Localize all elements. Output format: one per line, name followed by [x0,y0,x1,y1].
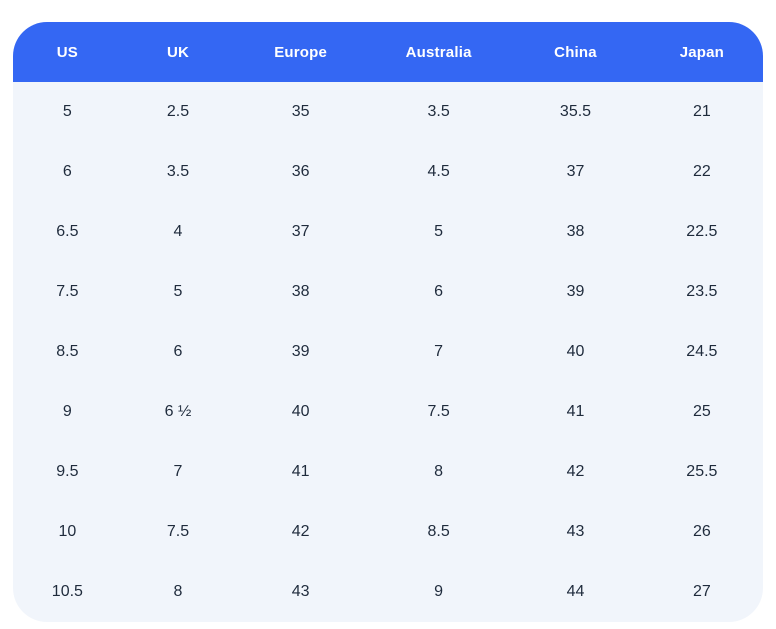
table-cell: 7.5 [367,382,511,442]
column-header-australia: Australia [367,22,511,82]
table-cell: 39 [510,262,641,322]
table-cell: 5 [13,82,122,142]
table-row: 10 7.5 42 8.5 43 26 [13,502,763,562]
table-cell: 3.5 [121,142,235,202]
table-cell: 8 [367,442,511,502]
table-cell: 25 [640,382,763,442]
table-cell: 6 ½ [121,382,235,442]
table-cell: 5 [367,202,511,262]
table-cell: 2.5 [121,82,235,142]
table-row: 7.5 5 38 6 39 23.5 [13,262,763,322]
table-row: 9.5 7 41 8 42 25.5 [13,442,763,502]
table-cell: 6 [367,262,511,322]
table-row: 6.5 4 37 5 38 22.5 [13,202,763,262]
table-body: 5 2.5 35 3.5 35.5 21 6 3.5 36 4.5 37 22 … [13,82,763,622]
table-cell: 10 [13,502,122,562]
table-cell: 41 [234,442,367,502]
table-cell: 39 [234,322,367,382]
column-header-uk: UK [121,22,235,82]
column-header-japan: Japan [640,22,763,82]
table-cell: 23.5 [640,262,763,322]
table-cell: 6.5 [13,202,122,262]
table-cell: 42 [234,502,367,562]
column-header-us: US [13,22,122,82]
table-cell: 9 [367,562,511,622]
table-cell: 8.5 [367,502,511,562]
table-cell: 21 [640,82,763,142]
table-cell: 8.5 [13,322,122,382]
table-cell: 37 [510,142,641,202]
table-cell: 35 [234,82,367,142]
table-cell: 7.5 [13,262,122,322]
table-cell: 41 [510,382,641,442]
table-cell: 38 [510,202,641,262]
table-header-row: US UK Europe Australia China Japan [13,22,763,82]
table-cell: 5 [121,262,235,322]
table-cell: 22.5 [640,202,763,262]
table-header: US UK Europe Australia China Japan [13,22,763,82]
table-cell: 9.5 [13,442,122,502]
table-cell: 24.5 [640,322,763,382]
table-cell: 7 [367,322,511,382]
table-cell: 3.5 [367,82,511,142]
table-cell: 43 [510,502,641,562]
table-row: 6 3.5 36 4.5 37 22 [13,142,763,202]
table-cell: 8 [121,562,235,622]
table-cell: 10.5 [13,562,122,622]
table-cell: 35.5 [510,82,641,142]
table-cell: 25.5 [640,442,763,502]
size-conversion-table: US UK Europe Australia China Japan 5 2.5… [13,22,763,622]
table-cell: 40 [234,382,367,442]
table-cell: 7.5 [121,502,235,562]
table-cell: 6 [121,322,235,382]
table-cell: 38 [234,262,367,322]
column-header-china: China [510,22,641,82]
table-cell: 9 [13,382,122,442]
table-cell: 37 [234,202,367,262]
table-row: 10.5 8 43 9 44 27 [13,562,763,622]
table-cell: 26 [640,502,763,562]
table-cell: 4.5 [367,142,511,202]
table-cell: 40 [510,322,641,382]
table-cell: 42 [510,442,641,502]
table-cell: 22 [640,142,763,202]
table-cell: 27 [640,562,763,622]
table-row: 8.5 6 39 7 40 24.5 [13,322,763,382]
table-cell: 36 [234,142,367,202]
table-cell: 43 [234,562,367,622]
table-cell: 6 [13,142,122,202]
table-row: 5 2.5 35 3.5 35.5 21 [13,82,763,142]
table-cell: 4 [121,202,235,262]
table-cell: 7 [121,442,235,502]
table-row: 9 6 ½ 40 7.5 41 25 [13,382,763,442]
size-conversion-table-card: US UK Europe Australia China Japan 5 2.5… [13,22,763,622]
column-header-europe: Europe [234,22,367,82]
table-cell: 44 [510,562,641,622]
